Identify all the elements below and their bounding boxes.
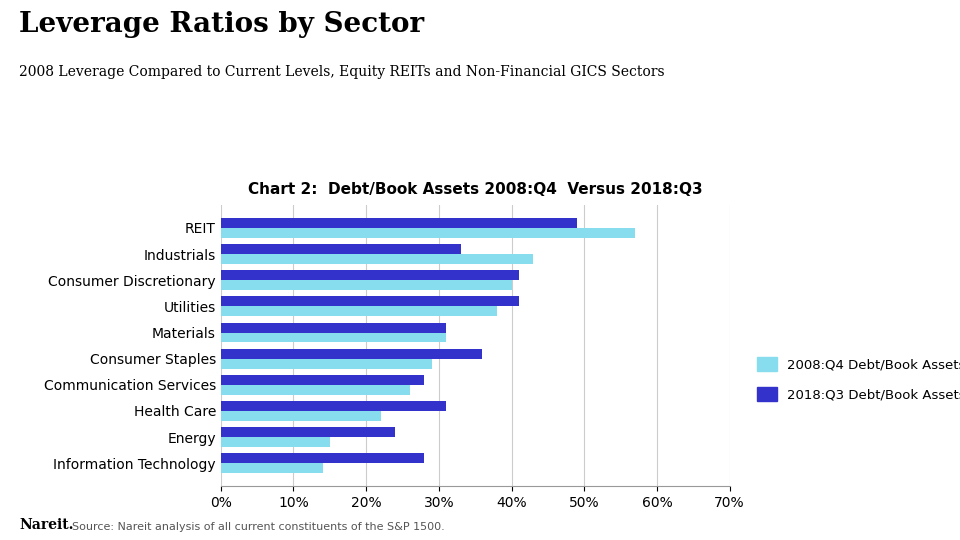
Bar [221,375,424,385]
Bar [221,254,534,264]
Bar [221,401,446,411]
Bar [221,437,330,447]
Bar [221,427,396,437]
Bar [221,271,518,280]
Bar [221,218,577,228]
Legend: 2008:Q4 Debt/Book Assets, 2018:Q3 Debt/Book Assets: 2008:Q4 Debt/Book Assets, 2018:Q3 Debt/B… [752,352,960,407]
Bar [221,322,446,333]
Bar [221,296,518,306]
Text: 2008 Leverage Compared to Current Levels, Equity REITs and Non-Financial GICS Se: 2008 Leverage Compared to Current Levels… [19,65,665,79]
Text: Source: Nareit analysis of all current constituents of the S&P 1500.: Source: Nareit analysis of all current c… [72,522,444,532]
Bar [221,463,323,473]
Bar [221,306,497,316]
Bar [221,228,636,238]
Text: Nareit.: Nareit. [19,518,74,532]
Bar [221,454,424,463]
Bar [221,385,410,395]
Bar [221,359,432,369]
Bar [221,411,381,421]
Bar [221,333,446,342]
Text: Leverage Ratios by Sector: Leverage Ratios by Sector [19,11,424,38]
Bar [221,244,461,254]
Bar [221,280,512,290]
Bar [221,349,483,359]
Text: Chart 2:  Debt/Book Assets 2008:Q4  Versus 2018:Q3: Chart 2: Debt/Book Assets 2008:Q4 Versus… [248,182,703,197]
